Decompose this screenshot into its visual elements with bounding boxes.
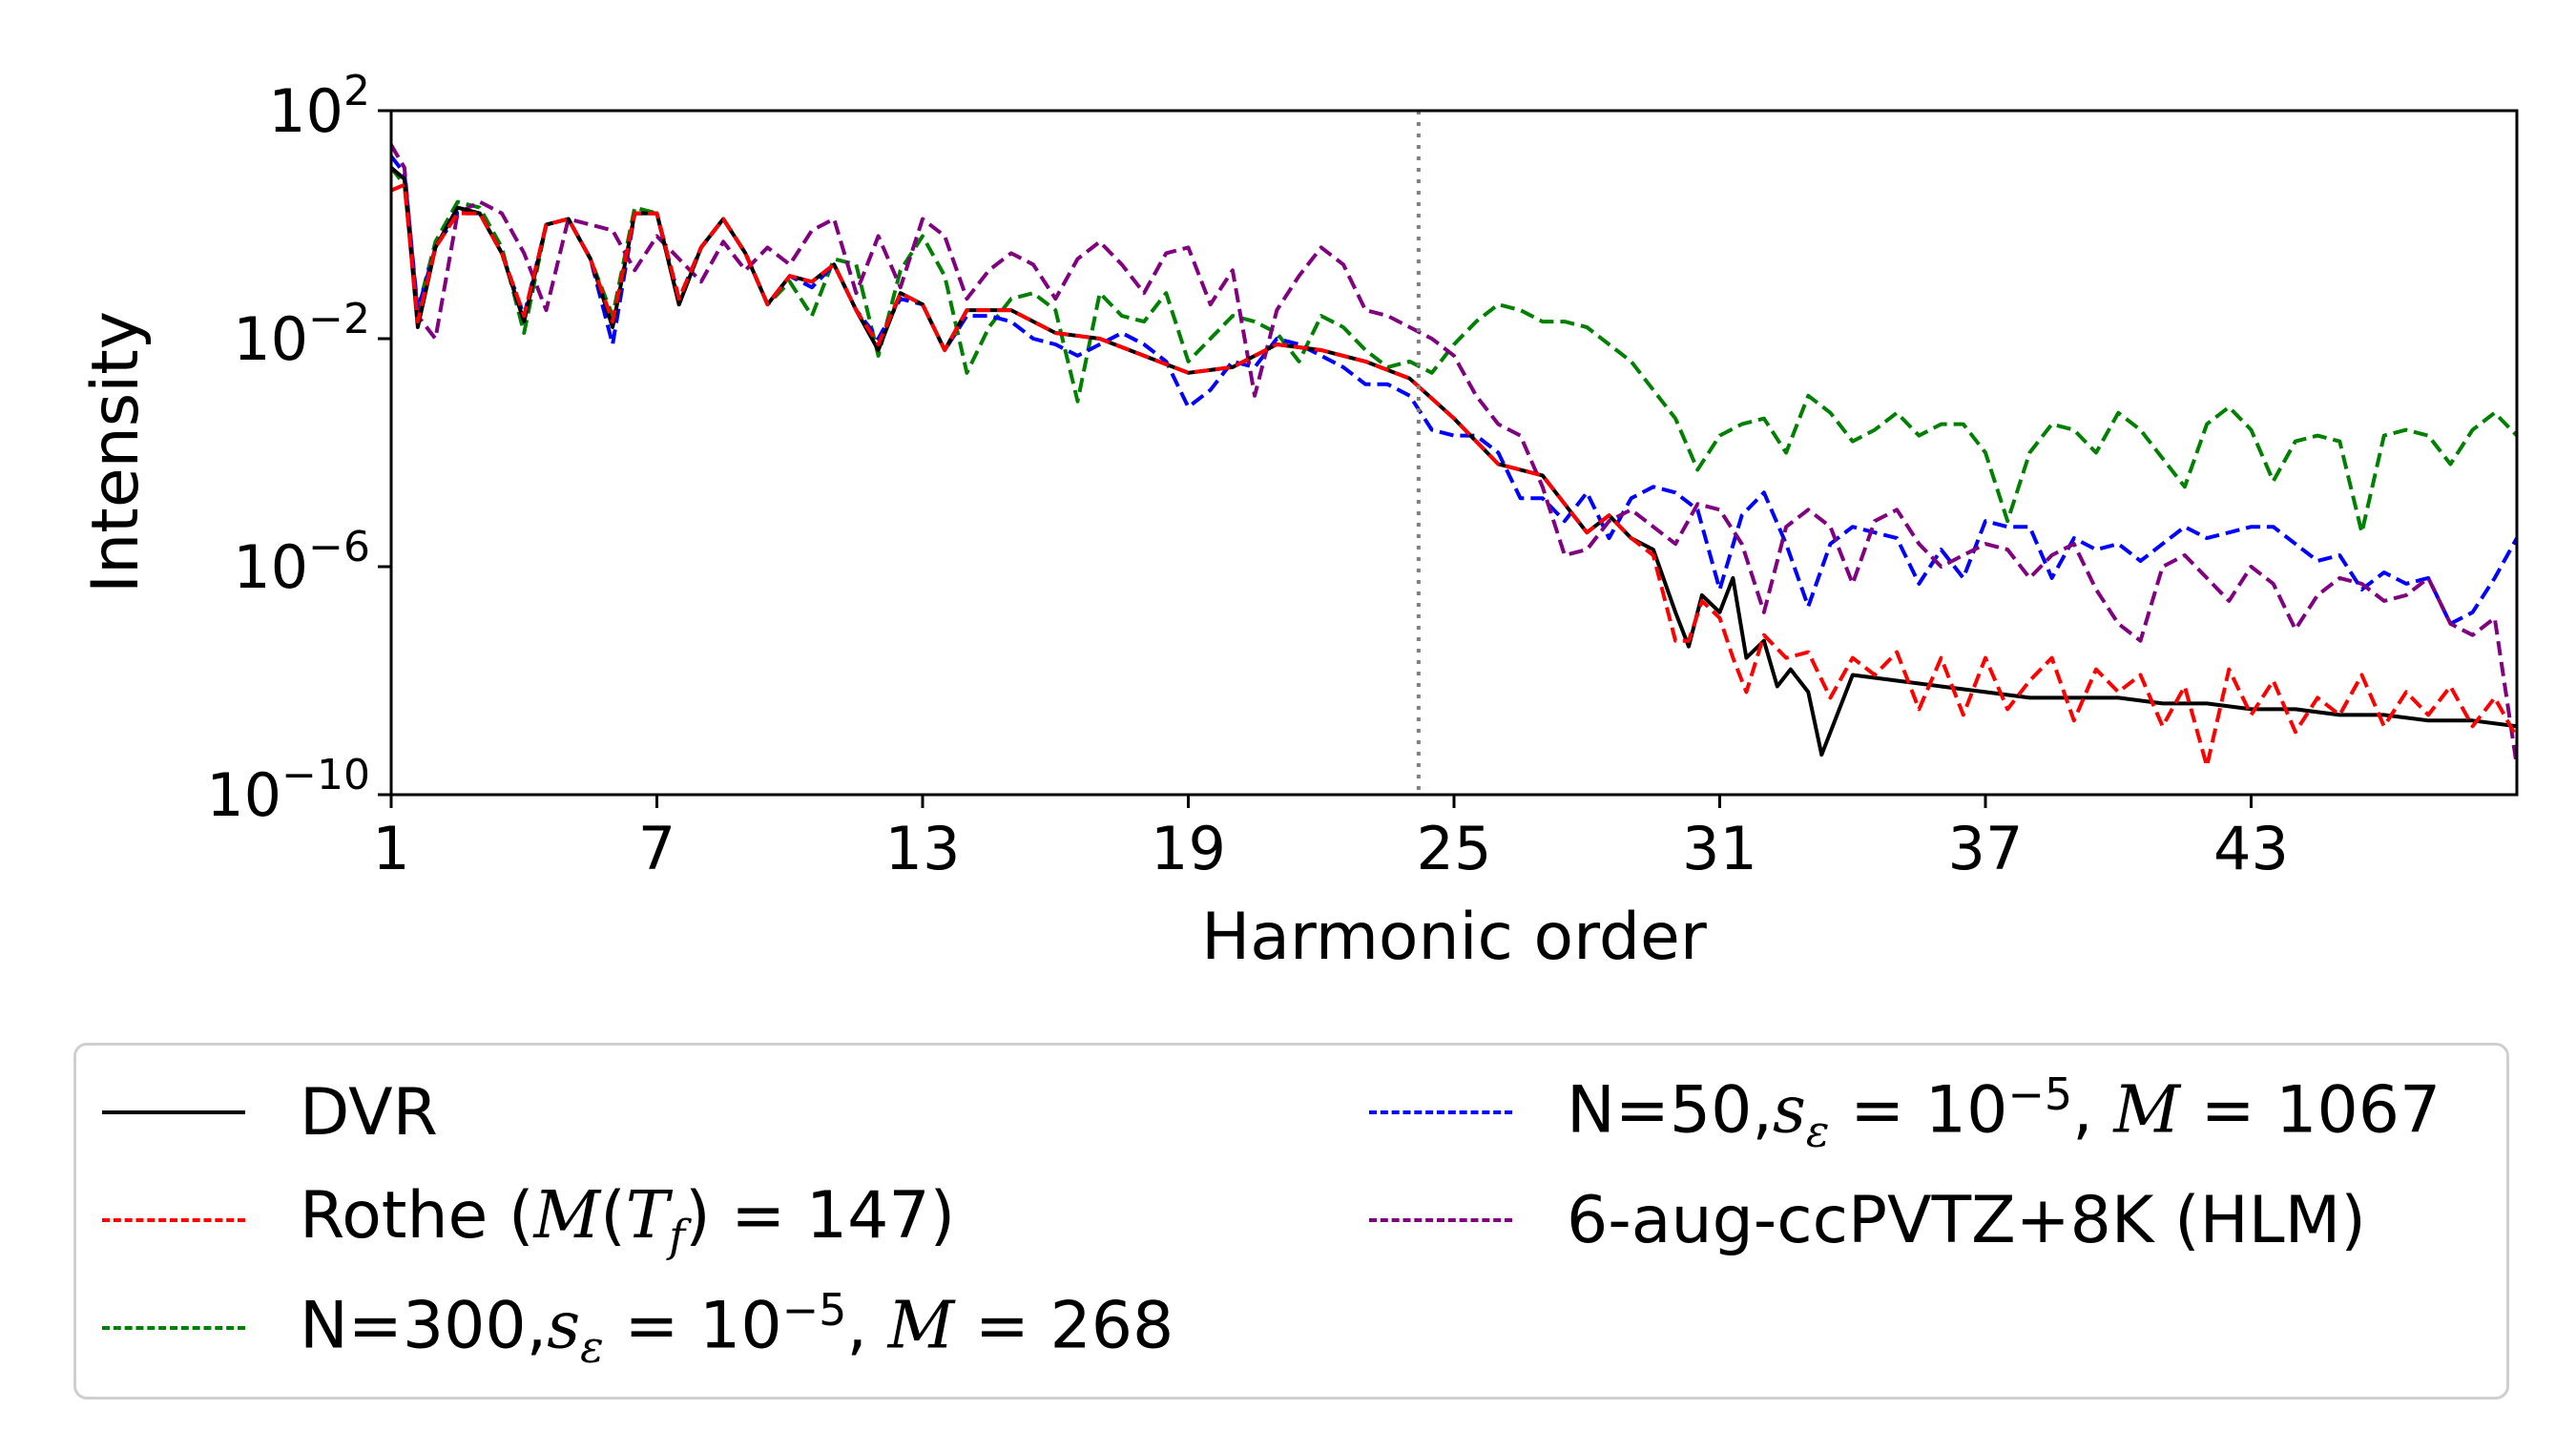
chart: 1 7 13 19 25 31 37 43 102 10−2 10−6 10−10 Harmonic… [78,67,2519,975]
legend-swatch-n300 [102,1326,245,1330]
legend-item-rothe: Rothe (M(Tf) = 147) [102,1177,955,1263]
series-layer [391,143,2517,769]
x-tick-label: 25 [1417,814,1492,883]
legend-label-rothe: Rothe (M(Tf) = 147) [300,1178,956,1262]
series-line-1 [391,182,2517,769]
x-axis-label: Harmonic order [1201,900,1707,975]
x-tick-label: 43 [2213,814,2289,883]
y-tick-label: 102 [268,67,370,146]
series-line-4 [391,143,2517,767]
x-tick-label: 1 [372,814,409,883]
y-axis-label: Intensity [78,311,154,593]
legend-swatch-dvr [102,1110,245,1114]
x-tick-label: 7 [638,814,675,883]
x-tick-label: 19 [1151,814,1226,883]
x-tick-label: 31 [1682,814,1757,883]
legend-item-dvr: DVR [102,1069,438,1155]
x-tick-label: 13 [885,814,961,883]
legend-label-dvr: DVR [300,1074,438,1151]
series-line-2 [391,166,2517,535]
legend-swatch-n50 [1369,1110,1512,1114]
legend-item-hlm: 6-aug-ccPVTZ+8K (HLM) [1369,1177,2366,1263]
legend-item-n50: N=50,sε = 10−5, M = 1067 [1369,1068,2441,1157]
y-axis-ticks: 102 10−2 10−6 10−10 [206,67,391,830]
y-tick-label: 10−10 [206,751,370,830]
legend-label-n50: N=50,sε = 10−5, M = 1067 [1567,1068,2441,1157]
x-tick-label: 37 [1948,814,2024,883]
y-tick-label: 10−6 [233,523,370,602]
legend: DVR Rothe (M(Tf) = 147) N=300,sε = 10−5,… [73,1043,2509,1400]
legend-swatch-hlm [1369,1218,1512,1222]
legend-label-n300: N=300,sε = 10−5, M = 268 [300,1283,1174,1373]
legend-swatch-rothe [102,1218,245,1222]
legend-label-hlm: 6-aug-ccPVTZ+8K (HLM) [1567,1182,2366,1258]
legend-item-n300: N=300,sε = 10−5, M = 268 [102,1283,1174,1373]
x-axis-ticks: 1 7 13 19 25 31 37 43 [372,795,2289,883]
series-line-0 [391,166,2517,757]
y-tick-label: 10−2 [233,295,370,374]
series-line-3 [391,155,2517,626]
